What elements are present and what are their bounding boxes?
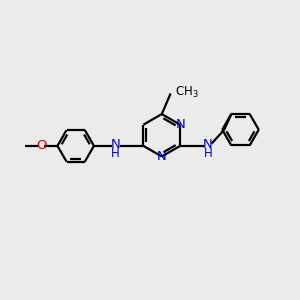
Text: N: N (111, 138, 120, 151)
Text: O: O (36, 140, 46, 152)
Text: N: N (203, 138, 213, 151)
Text: N: N (157, 150, 167, 163)
Text: H: H (204, 147, 213, 160)
Text: H: H (110, 147, 119, 160)
Text: CH$_3$: CH$_3$ (175, 84, 199, 100)
Text: N: N (175, 118, 185, 131)
